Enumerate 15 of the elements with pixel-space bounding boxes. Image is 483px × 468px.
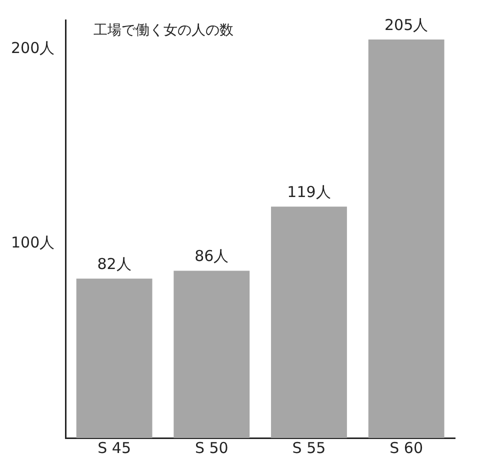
data-label: 205人: [384, 16, 428, 34]
bar: [271, 206, 347, 438]
bar: [174, 270, 250, 438]
bar: [368, 39, 444, 438]
x-tick-label: S 60: [390, 438, 424, 457]
data-label: 86人: [194, 247, 229, 266]
chart-title: 工場で働く女の人の数: [94, 22, 234, 39]
x-tick-label: S 45: [98, 438, 131, 457]
bar: [76, 278, 152, 438]
y-tick-label: 200人: [10, 39, 55, 58]
data-label: 82人: [97, 254, 132, 273]
data-label: 119人: [287, 183, 331, 202]
x-tick-label: S 55: [292, 438, 326, 457]
y-tick-label: 100人: [10, 233, 55, 252]
x-tick-label: S 50: [194, 438, 228, 457]
